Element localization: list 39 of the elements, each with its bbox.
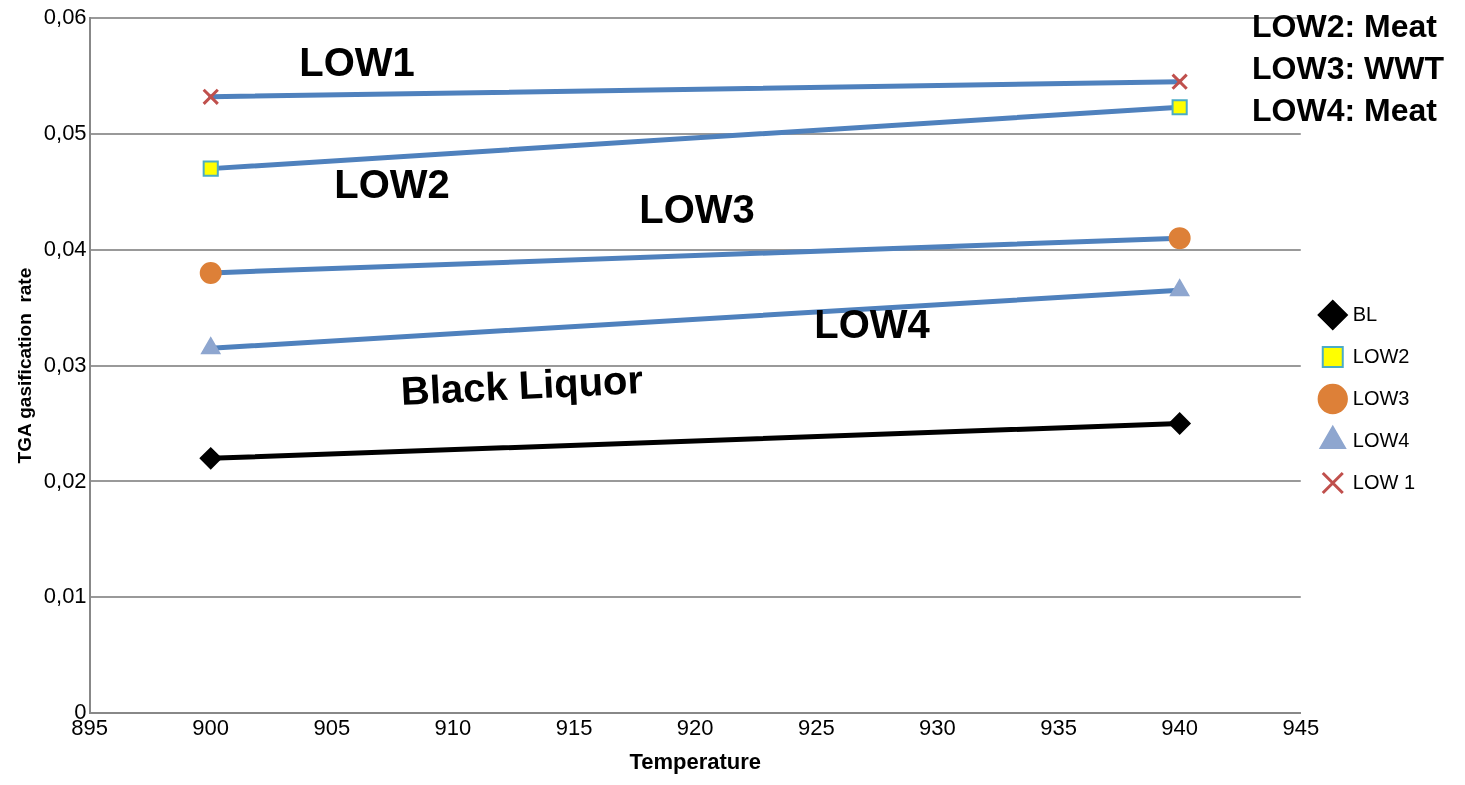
- legend-label: LOW2: [1352, 344, 1410, 367]
- y-tick-label: 0,02: [43, 467, 87, 493]
- annotation: LOW3: [639, 187, 755, 232]
- x-tick-label: 920: [676, 715, 714, 741]
- point: [1171, 73, 1189, 91]
- point: [1168, 412, 1191, 435]
- point: [199, 261, 222, 284]
- x-tick-label: 900: [192, 715, 230, 741]
- y-tick-label: 0,06: [43, 4, 87, 30]
- x-tick-label: 930: [919, 715, 956, 741]
- annotation: Black Liquor: [399, 357, 644, 414]
- point: [202, 160, 219, 177]
- y-tick-label: 0,04: [43, 235, 87, 261]
- y-tick-label: 0,01: [43, 583, 87, 609]
- annotation: LOW1: [299, 40, 415, 85]
- y-axis-title: TGA gasification rate: [13, 267, 35, 464]
- annotation: LOW2: Meat: [1252, 7, 1438, 44]
- annotation: LOW4: [814, 302, 931, 347]
- annotation: LOW3: WWT: [1252, 49, 1445, 86]
- y-tick-label: 0,05: [43, 119, 87, 145]
- legend-label: LOW4: [1352, 428, 1410, 451]
- x-tick-label: 925: [797, 715, 835, 741]
- y-tick-label: 0,03: [43, 351, 87, 377]
- point: [199, 447, 222, 470]
- annotation: LOW2: [334, 162, 450, 207]
- x-tick-label: 935: [1040, 715, 1077, 741]
- x-axis-title: Temperature: [629, 748, 762, 774]
- legend-label: LOW 1: [1352, 470, 1416, 493]
- legend-label: LOW3: [1352, 386, 1410, 409]
- annotation: LOW4: Meat: [1252, 91, 1438, 128]
- point: [1168, 227, 1191, 250]
- x-tick-label: 905: [313, 715, 351, 741]
- x-tick-label: 910: [434, 715, 472, 741]
- x-tick-label: 915: [555, 715, 593, 741]
- x-tick-label: 940: [1161, 715, 1199, 741]
- point: [1171, 99, 1188, 116]
- x-tick-label: 945: [1282, 715, 1320, 741]
- legend-label: BL: [1352, 302, 1378, 325]
- point: [202, 88, 220, 106]
